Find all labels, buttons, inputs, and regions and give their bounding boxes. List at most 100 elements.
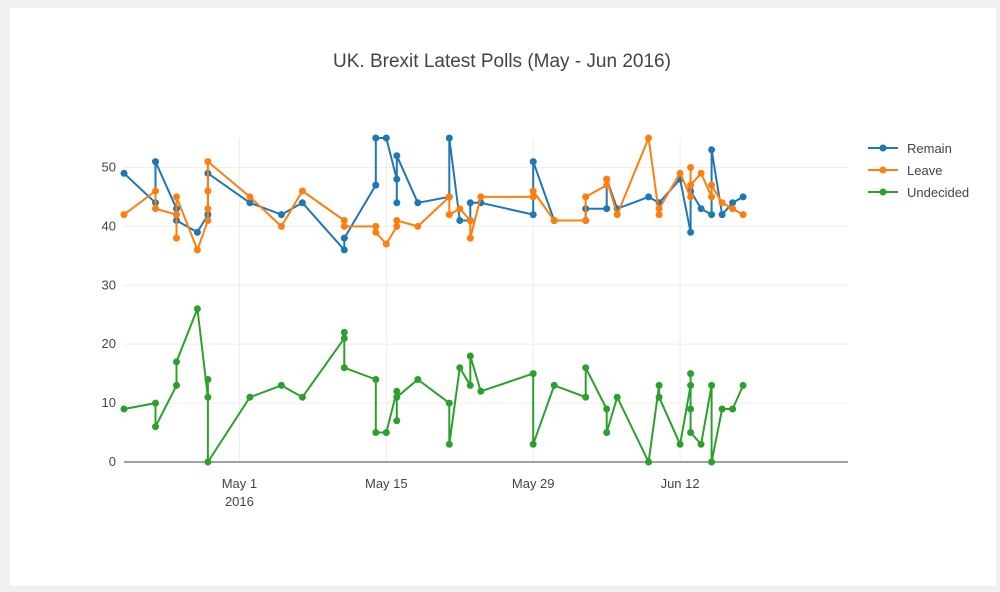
data-point[interactable] xyxy=(582,217,590,224)
data-point[interactable] xyxy=(456,364,464,372)
data-point[interactable] xyxy=(204,205,212,213)
data-point[interactable] xyxy=(445,134,453,142)
data-point[interactable] xyxy=(246,193,254,201)
legend-item-remain[interactable]: Remain xyxy=(868,141,952,156)
data-point[interactable] xyxy=(173,193,180,201)
data-point[interactable] xyxy=(603,405,611,413)
data-point[interactable] xyxy=(529,440,537,448)
data-point[interactable] xyxy=(529,158,537,166)
data-point[interactable] xyxy=(687,405,695,413)
data-point[interactable] xyxy=(477,193,485,201)
legend[interactable]: Remain Leave Undecided xyxy=(868,141,969,200)
data-point[interactable] xyxy=(687,164,695,171)
data-point[interactable] xyxy=(204,458,212,466)
data-point[interactable] xyxy=(655,205,663,213)
data-point[interactable] xyxy=(739,381,747,389)
data-point[interactable] xyxy=(372,376,380,383)
data-point[interactable] xyxy=(718,199,726,207)
data-point[interactable] xyxy=(414,222,422,230)
data-point[interactable] xyxy=(173,234,180,242)
data-point[interactable] xyxy=(120,211,128,219)
data-point[interactable] xyxy=(687,181,695,189)
data-point[interactable] xyxy=(687,193,695,201)
data-point[interactable] xyxy=(687,381,695,389)
data-point[interactable] xyxy=(340,328,348,336)
data-point[interactable] xyxy=(152,187,159,195)
data-point[interactable] xyxy=(466,217,474,224)
data-point[interactable] xyxy=(529,211,537,219)
data-point[interactable] xyxy=(173,381,180,389)
data-point[interactable] xyxy=(204,393,212,401)
data-point[interactable] xyxy=(697,169,705,177)
data-point[interactable] xyxy=(477,387,485,395)
data-point[interactable] xyxy=(152,423,159,431)
data-point[interactable] xyxy=(718,211,726,219)
data-point[interactable] xyxy=(414,199,422,207)
data-point[interactable] xyxy=(382,134,390,142)
data-point[interactable] xyxy=(246,393,254,401)
data-point[interactable] xyxy=(340,217,348,224)
data-point[interactable] xyxy=(298,199,306,207)
data-point[interactable] xyxy=(729,405,737,413)
legend-item-leave[interactable]: Leave xyxy=(868,163,942,178)
data-point[interactable] xyxy=(655,211,663,219)
data-point[interactable] xyxy=(550,217,558,224)
data-point[interactable] xyxy=(466,199,474,207)
data-point[interactable] xyxy=(613,211,621,219)
data-point[interactable] xyxy=(676,169,684,177)
data-point[interactable] xyxy=(372,222,380,230)
data-point[interactable] xyxy=(120,405,128,413)
data-point[interactable] xyxy=(393,222,401,230)
data-point[interactable] xyxy=(277,211,285,219)
data-point[interactable] xyxy=(152,158,159,166)
data-point[interactable] xyxy=(729,199,737,207)
data-point[interactable] xyxy=(277,222,285,230)
data-point[interactable] xyxy=(708,181,716,189)
data-point[interactable] xyxy=(173,358,180,366)
data-point[interactable] xyxy=(456,205,464,213)
data-point[interactable] xyxy=(739,193,747,201)
data-point[interactable] xyxy=(603,205,611,213)
data-point[interactable] xyxy=(466,381,474,389)
data-point[interactable] xyxy=(204,158,212,166)
data-point[interactable] xyxy=(340,234,348,242)
data-point[interactable] xyxy=(372,228,380,236)
data-point[interactable] xyxy=(193,246,201,254)
data-point[interactable] xyxy=(729,205,737,213)
data-point[interactable] xyxy=(697,440,705,448)
data-point[interactable] xyxy=(340,364,348,372)
data-point[interactable] xyxy=(529,187,537,195)
data-point[interactable] xyxy=(193,305,201,313)
data-point[interactable] xyxy=(708,193,716,201)
data-point[interactable] xyxy=(372,181,380,189)
data-point[interactable] xyxy=(687,429,695,436)
data-point[interactable] xyxy=(655,393,663,401)
data-point[interactable] xyxy=(697,205,705,213)
data-point[interactable] xyxy=(372,134,380,142)
data-point[interactable] xyxy=(393,393,401,401)
data-point[interactable] xyxy=(603,175,611,183)
data-point[interactable] xyxy=(340,246,348,254)
data-point[interactable] xyxy=(676,440,684,448)
data-point[interactable] xyxy=(603,429,611,436)
data-point[interactable] xyxy=(582,193,590,201)
data-point[interactable] xyxy=(739,211,747,219)
data-point[interactable] xyxy=(340,334,348,342)
data-point[interactable] xyxy=(193,228,201,236)
data-point[interactable] xyxy=(414,376,422,383)
data-point[interactable] xyxy=(204,376,212,383)
data-point[interactable] xyxy=(445,193,453,201)
data-point[interactable] xyxy=(718,405,726,413)
data-point[interactable] xyxy=(466,352,474,360)
data-point[interactable] xyxy=(550,381,558,389)
data-point[interactable] xyxy=(708,458,716,466)
data-point[interactable] xyxy=(445,440,453,448)
data-point[interactable] xyxy=(393,152,401,160)
data-point[interactable] xyxy=(152,205,159,213)
data-point[interactable] xyxy=(582,393,590,401)
data-point[interactable] xyxy=(393,417,401,425)
data-point[interactable] xyxy=(204,217,212,224)
data-point[interactable] xyxy=(687,228,695,236)
data-point[interactable] xyxy=(382,240,390,248)
data-point[interactable] xyxy=(645,193,653,201)
